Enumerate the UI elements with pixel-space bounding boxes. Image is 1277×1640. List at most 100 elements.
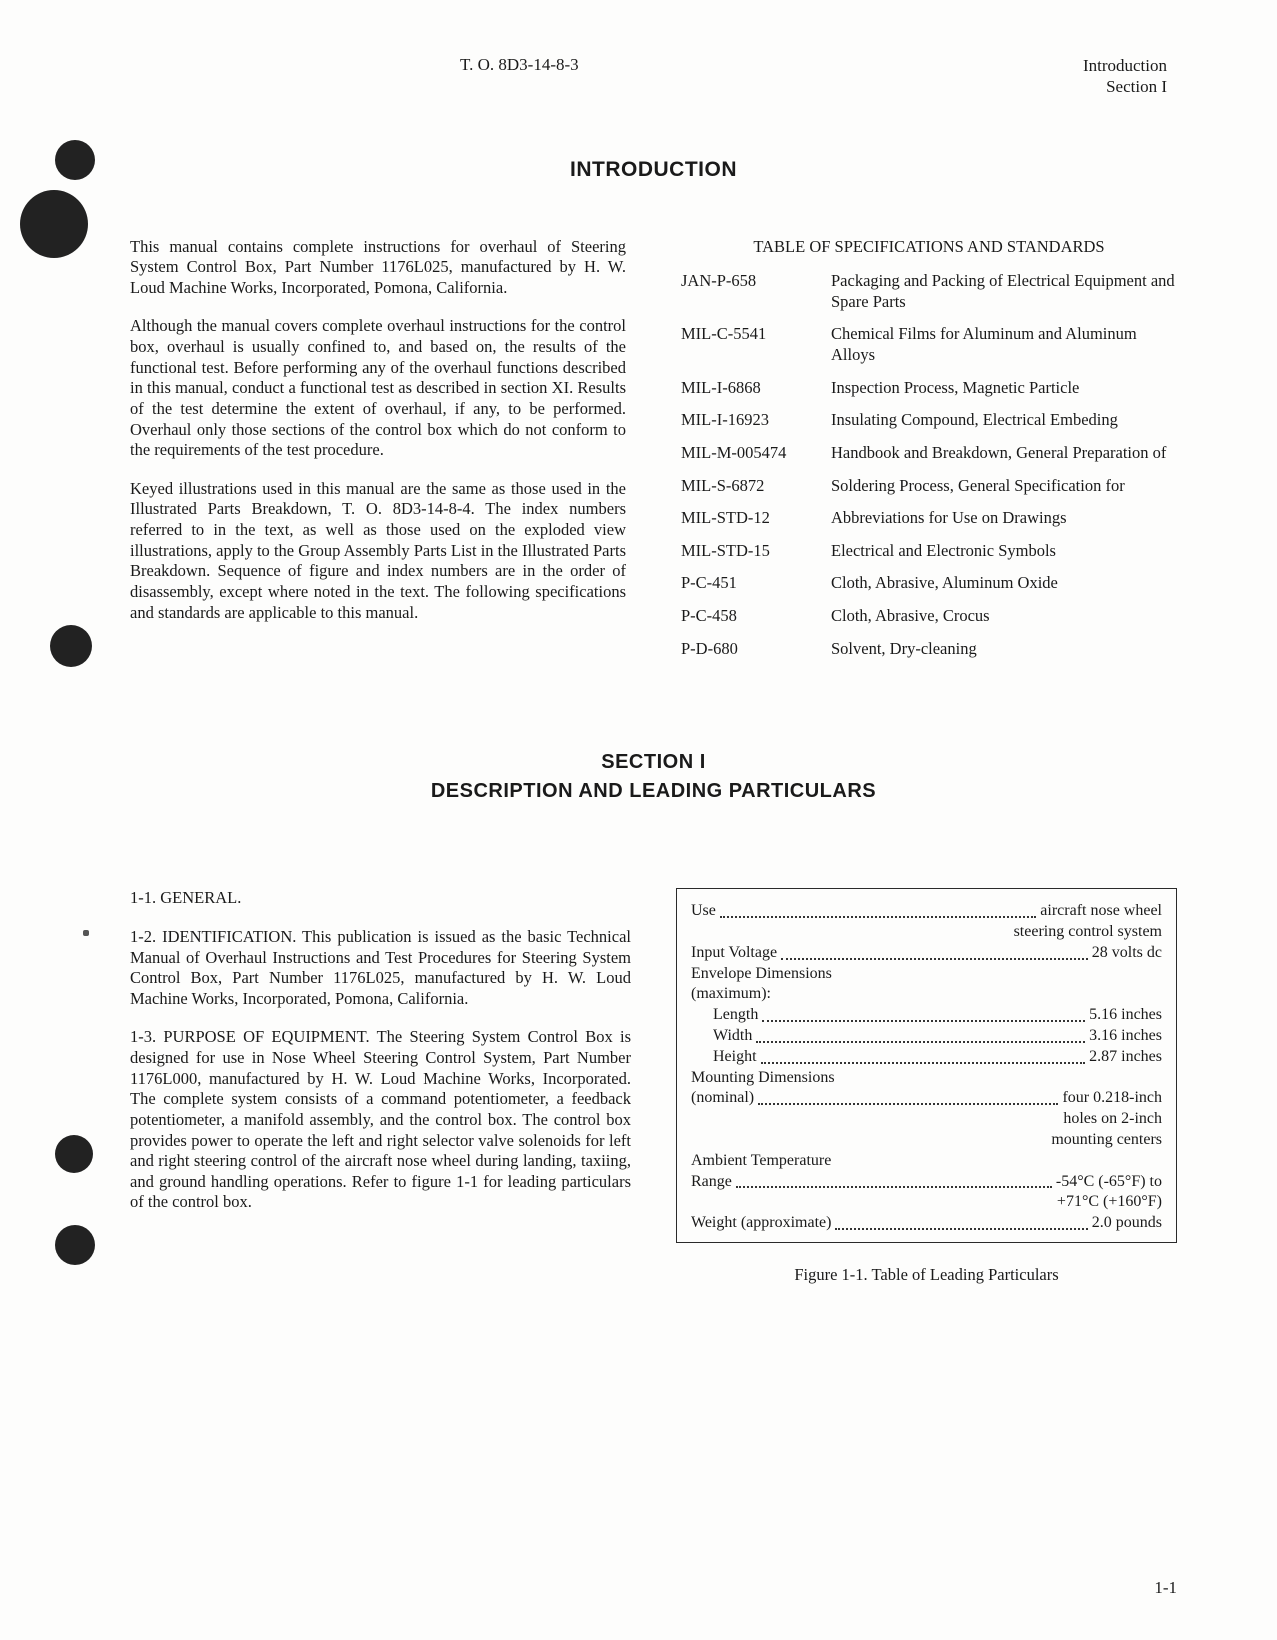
para-1-2: 1-2. IDENTIFICATION. This publication is… — [130, 927, 631, 1010]
lp-row: Use aircraft nose wheel — [691, 901, 1162, 922]
lp-label: Use — [691, 901, 716, 922]
intro-para-3: Keyed illustrations used in this manual … — [130, 479, 626, 623]
lp-row: Envelope Dimensions — [691, 964, 1162, 985]
lp-label: Envelope Dimensions — [691, 964, 832, 985]
spec-row: MIL-C-5541Chemical Films for Aluminum an… — [681, 324, 1177, 365]
lp-row: Mounting Dimensions — [691, 1068, 1162, 1089]
lp-value: 3.16 inches — [1089, 1026, 1162, 1047]
spec-row: MIL-I-6868Inspection Process, Magnetic P… — [681, 378, 1177, 399]
header-right-line1: Introduction — [1083, 55, 1167, 76]
lp-value: aircraft nose wheel — [1040, 901, 1162, 922]
lp-dots — [762, 1020, 1085, 1022]
spec-code: MIL-S-6872 — [681, 476, 831, 497]
spec-desc: Electrical and Electronic Symbols — [831, 541, 1177, 562]
spec-desc: Chemical Films for Aluminum and Aluminum… — [831, 324, 1177, 365]
header-right-line2: Section I — [1083, 76, 1167, 97]
spec-row: MIL-I-16923Insulating Compound, Electric… — [681, 410, 1177, 431]
lp-value: steering control system — [1014, 922, 1162, 943]
section-1-right-column: Use aircraft nose wheelsteering control s… — [676, 888, 1177, 1285]
spec-row: P-D-680Solvent, Dry-cleaning — [681, 639, 1177, 660]
lp-value: holes on 2-inch — [1063, 1109, 1162, 1130]
spec-row: MIL-S-6872Soldering Process, General Spe… — [681, 476, 1177, 497]
page-mark — [83, 930, 89, 936]
lp-row: steering control system — [691, 922, 1162, 943]
punch-hole-icon — [55, 1135, 93, 1173]
lp-row: Input Voltage 28 volts dc — [691, 943, 1162, 964]
intro-left-column: This manual contains complete instructio… — [130, 237, 626, 642]
spec-code: JAN-P-658 — [681, 271, 831, 312]
lp-label: Weight (approximate) — [691, 1213, 831, 1234]
lp-label: Range — [691, 1172, 732, 1193]
lp-row: Ambient Temperature — [691, 1151, 1162, 1172]
spec-code: MIL-M-005474 — [681, 443, 831, 464]
lp-label: Length — [713, 1005, 758, 1026]
figure-1-1-caption: Figure 1-1. Table of Leading Particulars — [676, 1265, 1177, 1286]
lp-value: 2.0 pounds — [1092, 1213, 1162, 1234]
lp-dots — [736, 1186, 1052, 1188]
para-1-1: 1-1. GENERAL. — [130, 888, 631, 909]
lp-value: 5.16 inches — [1089, 1005, 1162, 1026]
lp-value: 28 volts dc — [1092, 943, 1162, 964]
page-number: 1-1 — [1154, 1578, 1177, 1598]
spec-desc: Packaging and Packing of Electrical Equi… — [831, 271, 1177, 312]
punch-hole-icon — [20, 190, 88, 258]
intro-para-2: Although the manual covers complete over… — [130, 316, 626, 460]
punch-hole-icon — [50, 625, 92, 667]
spec-desc: Solvent, Dry-cleaning — [831, 639, 1177, 660]
document-page: T. O. 8D3-14-8-3 Introduction Section I … — [0, 0, 1277, 1640]
spec-desc: Inspection Process, Magnetic Particle — [831, 378, 1177, 399]
spec-code: P-C-458 — [681, 606, 831, 627]
lp-value: +71°C (+160°F) — [1057, 1192, 1162, 1213]
lp-row: Length 5.16 inches — [691, 1005, 1162, 1026]
specs-table-title: TABLE OF SPECIFICATIONS AND STANDARDS — [681, 237, 1177, 258]
spec-code: MIL-STD-15 — [681, 541, 831, 562]
spec-desc: Abbreviations for Use on Drawings — [831, 508, 1177, 529]
lp-row: Weight (approximate) 2.0 pounds — [691, 1213, 1162, 1234]
lp-label: Width — [713, 1026, 752, 1047]
introduction-columns: This manual contains complete instructio… — [130, 237, 1177, 672]
spec-row: JAN-P-658Packaging and Packing of Electr… — [681, 271, 1177, 312]
spec-row: P-C-451Cloth, Abrasive, Aluminum Oxide — [681, 573, 1177, 594]
lp-label: (maximum): — [691, 984, 771, 1005]
punch-hole-icon — [55, 1225, 95, 1265]
section-1-title: DESCRIPTION AND LEADING PARTICULARS — [130, 780, 1177, 803]
spec-code: MIL-I-16923 — [681, 410, 831, 431]
spec-row: MIL-STD-12Abbreviations for Use on Drawi… — [681, 508, 1177, 529]
punch-hole-icon — [55, 140, 95, 180]
specs-list: JAN-P-658Packaging and Packing of Electr… — [681, 271, 1177, 659]
spec-row: MIL-STD-15Electrical and Electronic Symb… — [681, 541, 1177, 562]
doc-id: T. O. 8D3-14-8-3 — [460, 55, 579, 98]
lp-dots — [761, 1062, 1086, 1064]
spec-desc: Cloth, Abrasive, Aluminum Oxide — [831, 573, 1177, 594]
lp-row: Width 3.16 inches — [691, 1026, 1162, 1047]
section-1-number: SECTION I — [130, 751, 1177, 774]
spec-row: P-C-458Cloth, Abrasive, Crocus — [681, 606, 1177, 627]
lp-dots — [781, 958, 1088, 960]
spec-code: MIL-STD-12 — [681, 508, 831, 529]
leading-particulars-box: Use aircraft nose wheelsteering control s… — [676, 888, 1177, 1243]
section-1-columns: 1-1. GENERAL. 1-2. IDENTIFICATION. This … — [130, 888, 1177, 1285]
lp-row: +71°C (+160°F) — [691, 1192, 1162, 1213]
lp-label: Ambient Temperature — [691, 1151, 831, 1172]
lp-value: -54°C (-65°F) to — [1056, 1172, 1162, 1193]
para-1-3: 1-3. PURPOSE OF EQUIPMENT. The Steering … — [130, 1027, 631, 1213]
intro-right-column: TABLE OF SPECIFICATIONS AND STANDARDS JA… — [681, 237, 1177, 672]
header-right: Introduction Section I — [1083, 55, 1167, 98]
lp-dots — [720, 916, 1036, 918]
spec-desc: Handbook and Breakdown, General Preparat… — [831, 443, 1177, 464]
lp-dots — [758, 1103, 1058, 1105]
introduction-heading: INTRODUCTION — [130, 158, 1177, 182]
spec-desc: Insulating Compound, Electrical Embeding — [831, 410, 1177, 431]
spec-code: MIL-I-6868 — [681, 378, 831, 399]
lp-label: (nominal) — [691, 1088, 754, 1109]
section-1-left-column: 1-1. GENERAL. 1-2. IDENTIFICATION. This … — [130, 888, 631, 1231]
lp-label: Input Voltage — [691, 943, 777, 964]
lp-row: (nominal)four 0.218-inch — [691, 1088, 1162, 1109]
spec-code: MIL-C-5541 — [681, 324, 831, 365]
spec-desc: Soldering Process, General Specification… — [831, 476, 1177, 497]
lp-row: (maximum): — [691, 984, 1162, 1005]
lp-value: 2.87 inches — [1089, 1047, 1162, 1068]
lp-value: mounting centers — [1051, 1130, 1162, 1151]
page-header: T. O. 8D3-14-8-3 Introduction Section I — [130, 55, 1177, 98]
lp-label: Height — [713, 1047, 757, 1068]
